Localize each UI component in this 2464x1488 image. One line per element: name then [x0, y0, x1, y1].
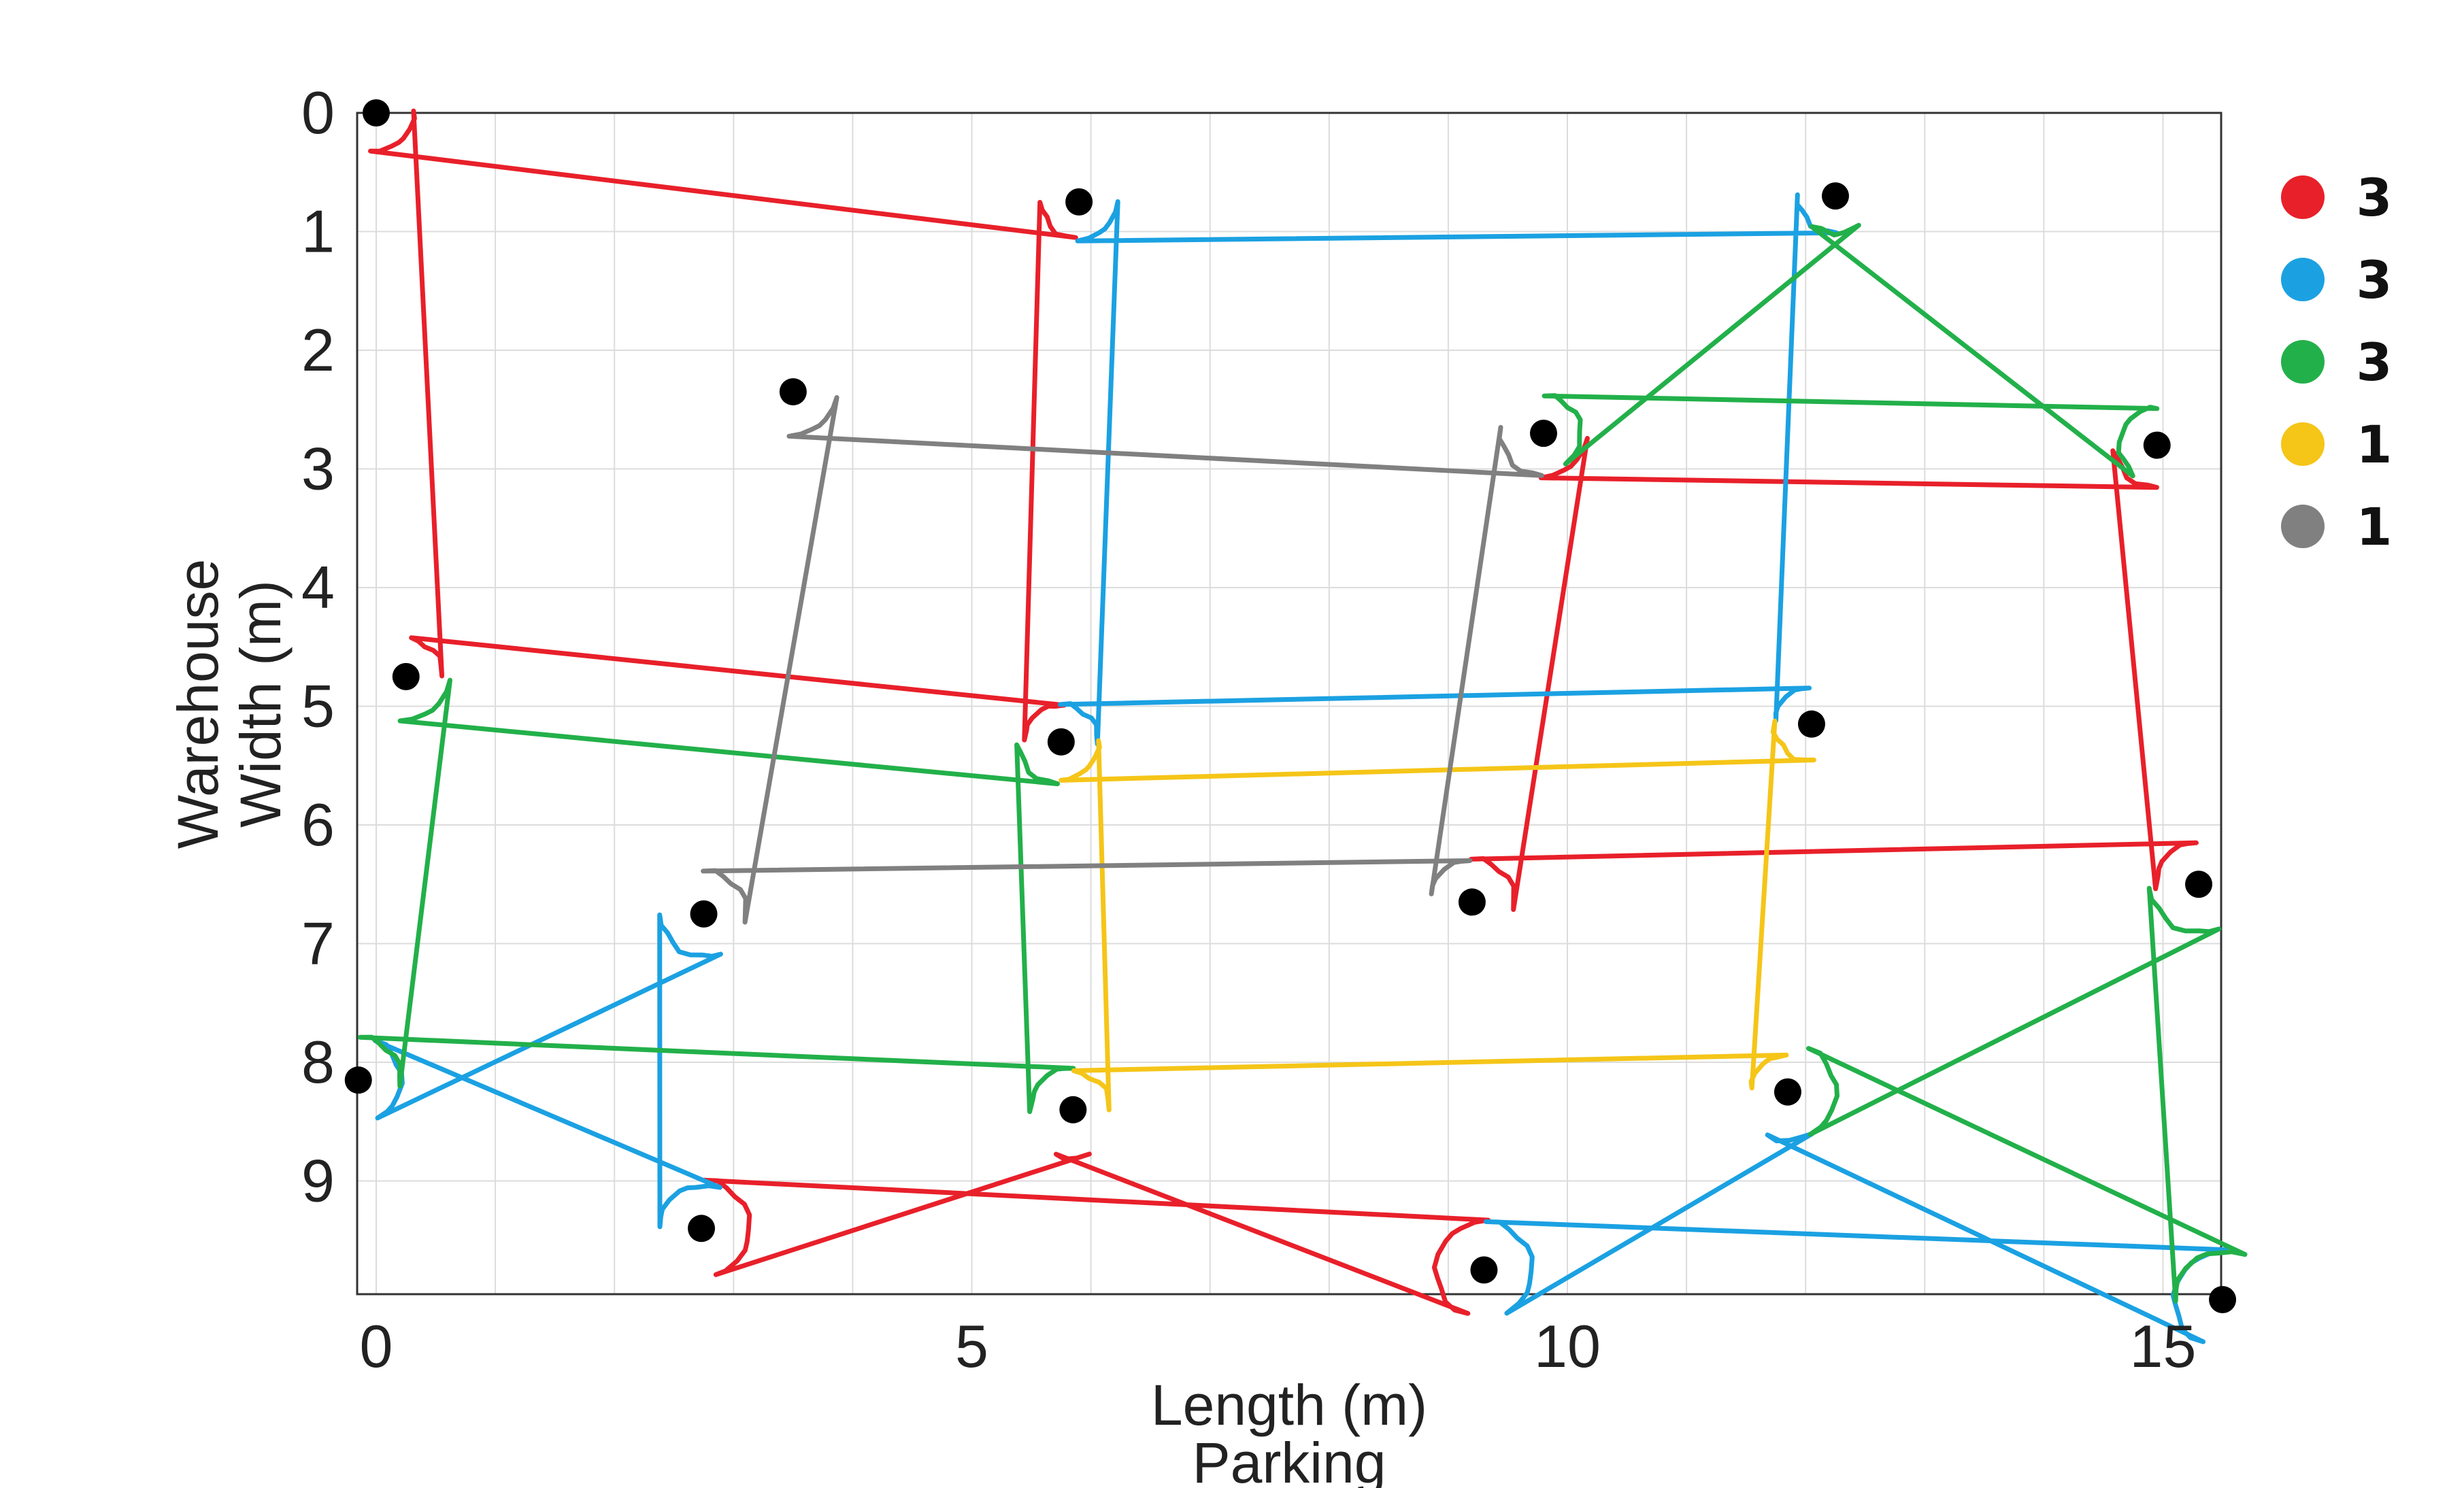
legend-label: 1 — [2357, 496, 2393, 557]
y-tick-label: 8 — [301, 1028, 335, 1096]
group-outline — [701, 1151, 1491, 1316]
legend-swatch — [2281, 175, 2325, 219]
data-point — [1529, 420, 1557, 447]
y-tick-label: 6 — [301, 791, 335, 858]
data-points — [344, 99, 2237, 1313]
data-point — [1059, 1096, 1087, 1123]
x-tick-label: 15 — [2130, 1313, 2197, 1380]
group-outline — [357, 677, 1076, 1115]
legend: 3 3 3 1 1 — [2281, 167, 2392, 557]
y-tick-labels: 0 1 2 3 4 5 6 7 8 9 — [301, 79, 335, 1215]
x-tick-label: 10 — [1534, 1313, 1601, 1380]
group-outline — [1059, 718, 1816, 1113]
y-tick-label: 5 — [301, 673, 335, 740]
legend-swatch — [2281, 340, 2325, 384]
data-point — [779, 378, 807, 406]
data-point — [2185, 870, 2213, 898]
group-outline — [1468, 436, 2199, 912]
legend-label: 3 — [2357, 332, 2393, 392]
data-point — [2143, 431, 2171, 459]
group-outline — [368, 108, 1078, 743]
legend-label: 3 — [2357, 167, 2393, 228]
x-axis-secondary-label: Parking — [1193, 1431, 1386, 1488]
data-point — [344, 1066, 372, 1094]
y-tick-label: 9 — [301, 1147, 335, 1215]
data-point — [1047, 728, 1075, 756]
group-outline — [1806, 885, 2248, 1304]
y-tick-label: 1 — [301, 198, 335, 265]
y-tick-label: 3 — [301, 435, 335, 503]
group-outline — [701, 395, 1544, 925]
plot-frame — [356, 112, 2222, 1296]
legend-label: 3 — [2357, 250, 2393, 310]
data-point — [1797, 710, 1825, 738]
group-outline — [1542, 222, 2160, 479]
y-tick-label: 4 — [301, 554, 335, 621]
legend-swatch — [2281, 422, 2325, 466]
legend-swatch — [2281, 258, 2325, 301]
y-axis-label: Width (m) — [229, 580, 293, 828]
data-point — [1458, 888, 1486, 916]
data-point — [1470, 1256, 1498, 1284]
data-point — [1774, 1078, 1801, 1106]
x-tick-label: 5 — [955, 1313, 988, 1380]
legend-swatch — [2281, 505, 2325, 548]
data-point — [1065, 188, 1093, 216]
data-point — [1821, 182, 1849, 210]
data-point — [688, 1215, 716, 1242]
group-outlines — [357, 108, 2248, 1345]
x-axis-label: Length (m) — [1151, 1373, 1427, 1437]
y-axis-secondary-label: Warehouse — [166, 559, 230, 849]
grid — [357, 113, 2221, 1294]
y-tick-label: 0 — [301, 79, 335, 146]
data-point — [392, 662, 420, 690]
group-outline — [1483, 1131, 2229, 1345]
data-point — [690, 900, 718, 928]
data-point — [2209, 1286, 2237, 1313]
y-tick-label: 7 — [301, 910, 335, 977]
legend-label: 1 — [2357, 414, 2393, 475]
x-tick-labels: 0 5 10 15 — [360, 1313, 2197, 1380]
group-outline — [373, 912, 723, 1230]
x-tick-label: 0 — [360, 1313, 393, 1380]
y-tick-label: 2 — [301, 316, 335, 384]
data-point — [363, 99, 390, 126]
